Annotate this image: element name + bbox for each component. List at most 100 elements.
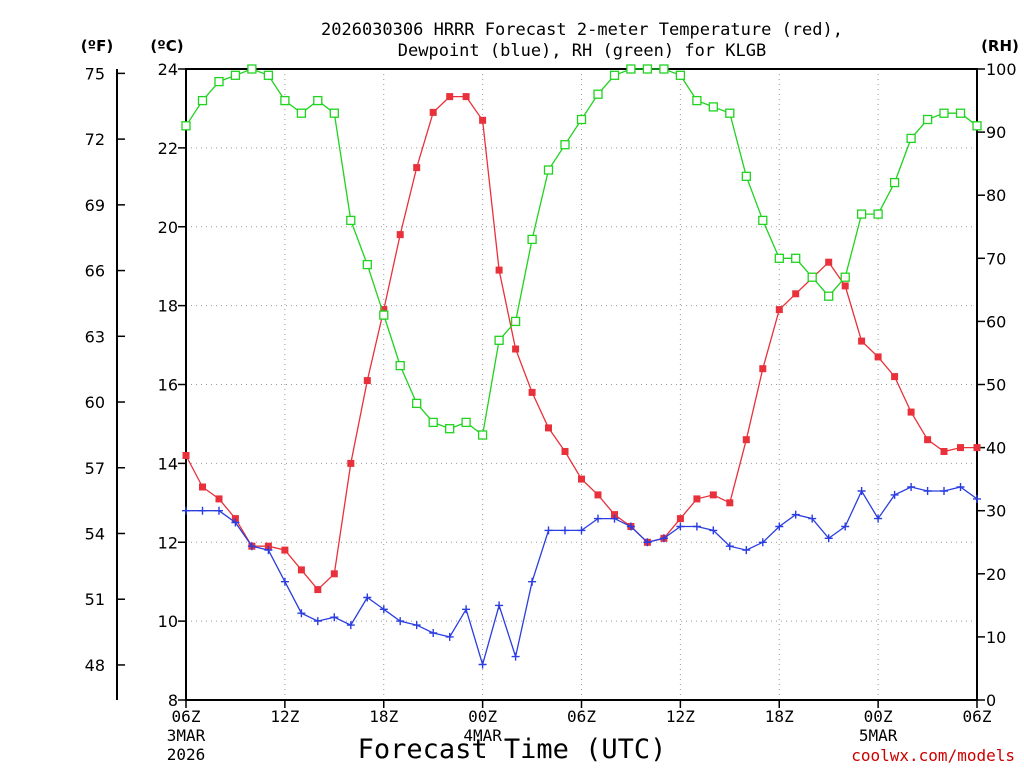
rh-point <box>461 417 471 428</box>
rh-point <box>692 95 702 106</box>
dewpoint-point <box>610 514 619 523</box>
credit-text: coolwx.com/models <box>851 746 1015 765</box>
temperature-point <box>594 491 602 499</box>
celsius-tick-label: 10 <box>158 612 178 631</box>
temperature-point <box>693 495 701 503</box>
dewpoint-point <box>462 605 471 614</box>
dewpoint-point <box>841 522 850 531</box>
rh-point <box>494 335 504 345</box>
dewpoint-point <box>676 522 685 531</box>
x-tick-label: 12Z <box>270 707 299 726</box>
x-tick-label: 12Z <box>666 707 695 726</box>
fahrenheit-tick-label: 54 <box>85 524 105 543</box>
x-tick-label: 18Z <box>765 707 794 726</box>
dewpoint-point <box>528 577 537 586</box>
dewpoint-point <box>445 632 454 641</box>
rh-point <box>280 95 290 106</box>
grid-lines <box>186 69 977 700</box>
temperature-point <box>858 337 866 345</box>
rh-point <box>972 121 982 131</box>
rh-point <box>543 165 554 175</box>
rh-point <box>247 64 257 74</box>
x-tick-date-label: 4MAR <box>463 726 502 745</box>
temperature-point <box>973 444 981 452</box>
rh-tick-label: 60 <box>986 312 1006 331</box>
dewpoint-point <box>775 522 784 531</box>
temperature-point <box>215 495 223 503</box>
dewpoint-point <box>231 518 240 527</box>
x-axis-label: Forecast Time (UTC) <box>358 734 667 765</box>
temperature-point <box>182 452 190 459</box>
dewpoint-point <box>956 483 965 491</box>
temperature-point <box>479 116 487 124</box>
dewpoint-point <box>758 538 767 547</box>
fahrenheit-unit-label: (ºF) <box>81 37 113 55</box>
rh-point <box>181 121 191 131</box>
rh-point <box>560 140 570 150</box>
temperature-point <box>446 93 454 101</box>
dewpoint-point <box>594 514 602 523</box>
temperature-point <box>462 93 470 101</box>
tick-labels: 8 10 12 14 16 18 20 22 24 48 51 54 57 60 63 66 69 72 75 0 10… <box>85 60 1017 764</box>
rh-point <box>840 272 850 282</box>
rh-point <box>576 114 587 125</box>
rh-point <box>263 70 274 80</box>
celsius-tick-label: 18 <box>158 297 178 316</box>
fahrenheit-tick-label: 48 <box>85 656 105 675</box>
dewpoint-point <box>346 621 355 630</box>
dewpoint-point <box>330 613 339 622</box>
rh-tick-label: 0 <box>986 691 996 710</box>
dewpoint-point <box>643 538 652 547</box>
dewpoint-point <box>363 593 372 602</box>
rh-point <box>329 108 339 118</box>
temperature-point <box>578 475 585 483</box>
temperature-point <box>907 408 915 416</box>
data-series <box>181 64 982 669</box>
x-tick-date-label: 3MAR <box>167 726 206 745</box>
dewpoint-point <box>857 487 866 495</box>
rh-tick-label: 90 <box>986 123 1006 142</box>
temperature-point <box>940 448 948 455</box>
fahrenheit-tick-label: 63 <box>85 327 105 346</box>
dewpoint-point <box>824 534 833 543</box>
temperature-point <box>561 448 569 455</box>
chart-title-line-1: 2026030306 HRRR Forecast 2-meter Tempera… <box>321 20 843 40</box>
dewpoint-point <box>940 487 948 495</box>
rh-point <box>906 133 916 144</box>
rh-unit-label: (RH) <box>981 37 1019 55</box>
rh-point <box>873 209 883 219</box>
rh-tick-label: 40 <box>986 439 1006 458</box>
dewpoint-point <box>379 605 388 614</box>
rh-point <box>791 253 801 263</box>
rh-point <box>230 70 241 80</box>
temperature-point <box>363 377 371 385</box>
temperature-point <box>742 436 750 444</box>
rh-point <box>477 430 488 440</box>
x-tick-label: 06Z <box>172 707 201 726</box>
temperature-point <box>545 424 552 432</box>
dewpoint-point <box>247 542 256 551</box>
x-tick-year-label: 2026 <box>167 745 206 764</box>
temperature-point <box>891 373 899 381</box>
rh-tick-label: 30 <box>986 502 1006 521</box>
fahrenheit-tick-label: 66 <box>85 262 105 281</box>
dewpoint-point <box>478 660 487 669</box>
dewpoint-point <box>923 487 932 495</box>
dewpoint-point <box>907 483 916 491</box>
dewpoint-line <box>186 486 978 667</box>
rh-point <box>758 215 768 226</box>
celsius-tick-label: 14 <box>158 454 178 473</box>
rh-point <box>346 215 356 226</box>
dewpoint-point <box>511 652 520 661</box>
dewpoint-point <box>396 617 405 626</box>
rh-point <box>445 424 455 434</box>
dewpoint-point <box>561 526 569 535</box>
fahrenheit-tick-label: 69 <box>85 196 105 215</box>
dewpoint-point <box>890 490 899 499</box>
celsius-tick-label: 22 <box>158 139 178 158</box>
dewpoint-point <box>313 617 322 626</box>
dewpoint-point <box>692 522 701 531</box>
dewpoint-point <box>808 514 817 523</box>
dewpoint-point <box>874 514 883 523</box>
dewpoint-point <box>280 577 289 586</box>
